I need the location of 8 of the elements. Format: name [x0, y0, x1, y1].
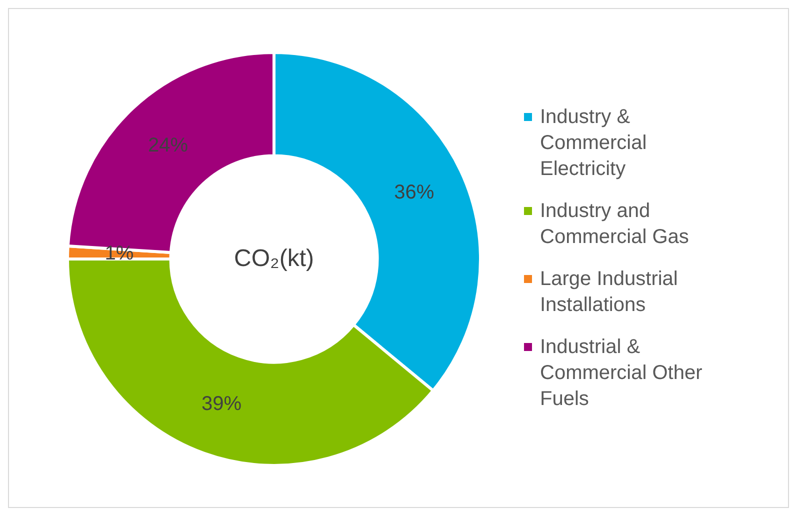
legend-label: Industry and Commercial Gas	[540, 199, 690, 250]
data-label: 24%	[148, 134, 188, 157]
text: CO₂(kt)	[234, 245, 314, 273]
legend-label: Industry & Commercial Electricity	[540, 105, 648, 182]
data-label: 36%	[394, 182, 434, 204]
legend-label: Industrial & Commercial Other Fuels	[540, 335, 704, 412]
legend-label: Large Industrial Installations	[540, 267, 679, 318]
data-label: 39%	[202, 393, 242, 416]
